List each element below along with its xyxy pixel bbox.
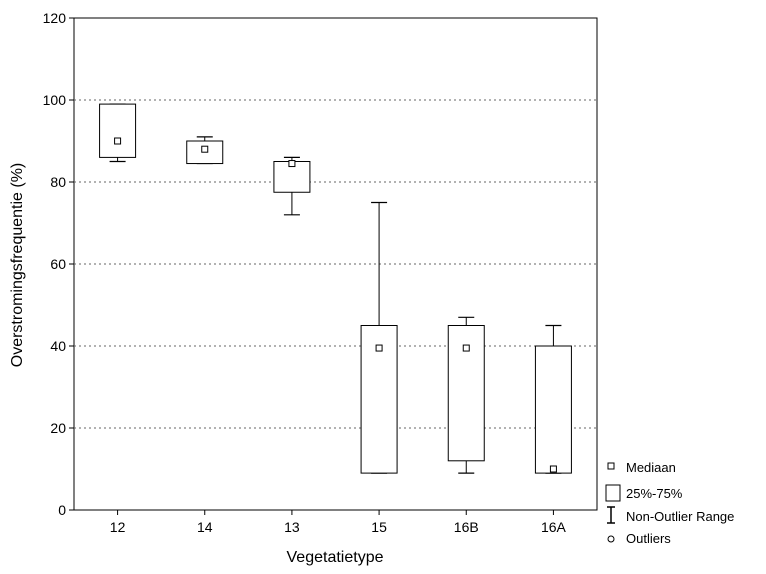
median-marker (549, 465, 557, 473)
legend-label-whisker: Non-Outlier Range (626, 509, 734, 524)
legend-whisker-symbol (607, 506, 615, 524)
median-marker (288, 160, 296, 168)
legend-outlier-circle (607, 535, 615, 543)
y-tick-label: 40 (50, 338, 66, 354)
x-axis-ticks: 12 14 13 15 16B 16A (110, 510, 567, 535)
median-marker (201, 145, 209, 153)
x-tick-label: 15 (371, 519, 387, 535)
box-16A (534, 324, 572, 474)
median-marker (375, 344, 383, 352)
box-16B (447, 316, 485, 474)
y-axis-title: Overstromingsfrequentie (%) (9, 163, 26, 368)
box-12 (99, 103, 137, 163)
gridlines (74, 99, 597, 429)
x-tick-label: 12 (110, 519, 126, 535)
legend-median-square (607, 462, 615, 470)
y-tick-label: 0 (58, 502, 66, 518)
iqr-box (99, 103, 137, 158)
y-tick-label: 80 (50, 174, 66, 190)
legend-box-symbol (605, 484, 621, 502)
box-13 (273, 156, 311, 216)
y-tick-label: 20 (50, 420, 66, 436)
legend-label-box: 25%-75% (626, 486, 683, 501)
y-tick-label: 120 (43, 10, 67, 26)
legend-label-median: Mediaan (626, 460, 676, 475)
iqr-box (360, 325, 398, 474)
x-axis-title: Vegetatietype (287, 549, 384, 566)
x-tick-label: 13 (284, 519, 300, 535)
legend: Mediaan 25%-75% Non-Outlier Range Outlie… (605, 460, 734, 546)
boxes (99, 103, 572, 474)
median-marker (462, 344, 470, 352)
x-tick-label: 16B (454, 519, 479, 535)
legend-label-outliers: Outliers (626, 531, 671, 546)
median-marker (114, 137, 122, 145)
box-15 (360, 201, 398, 474)
box-14 (186, 136, 224, 165)
x-tick-label: 16A (541, 519, 567, 535)
x-tick-label: 14 (197, 519, 213, 535)
y-tick-label: 100 (43, 92, 67, 108)
iqr-box (534, 345, 572, 474)
y-axis-ticks: 0 20 40 60 80 100 120 (43, 10, 74, 518)
y-tick-label: 60 (50, 256, 66, 272)
